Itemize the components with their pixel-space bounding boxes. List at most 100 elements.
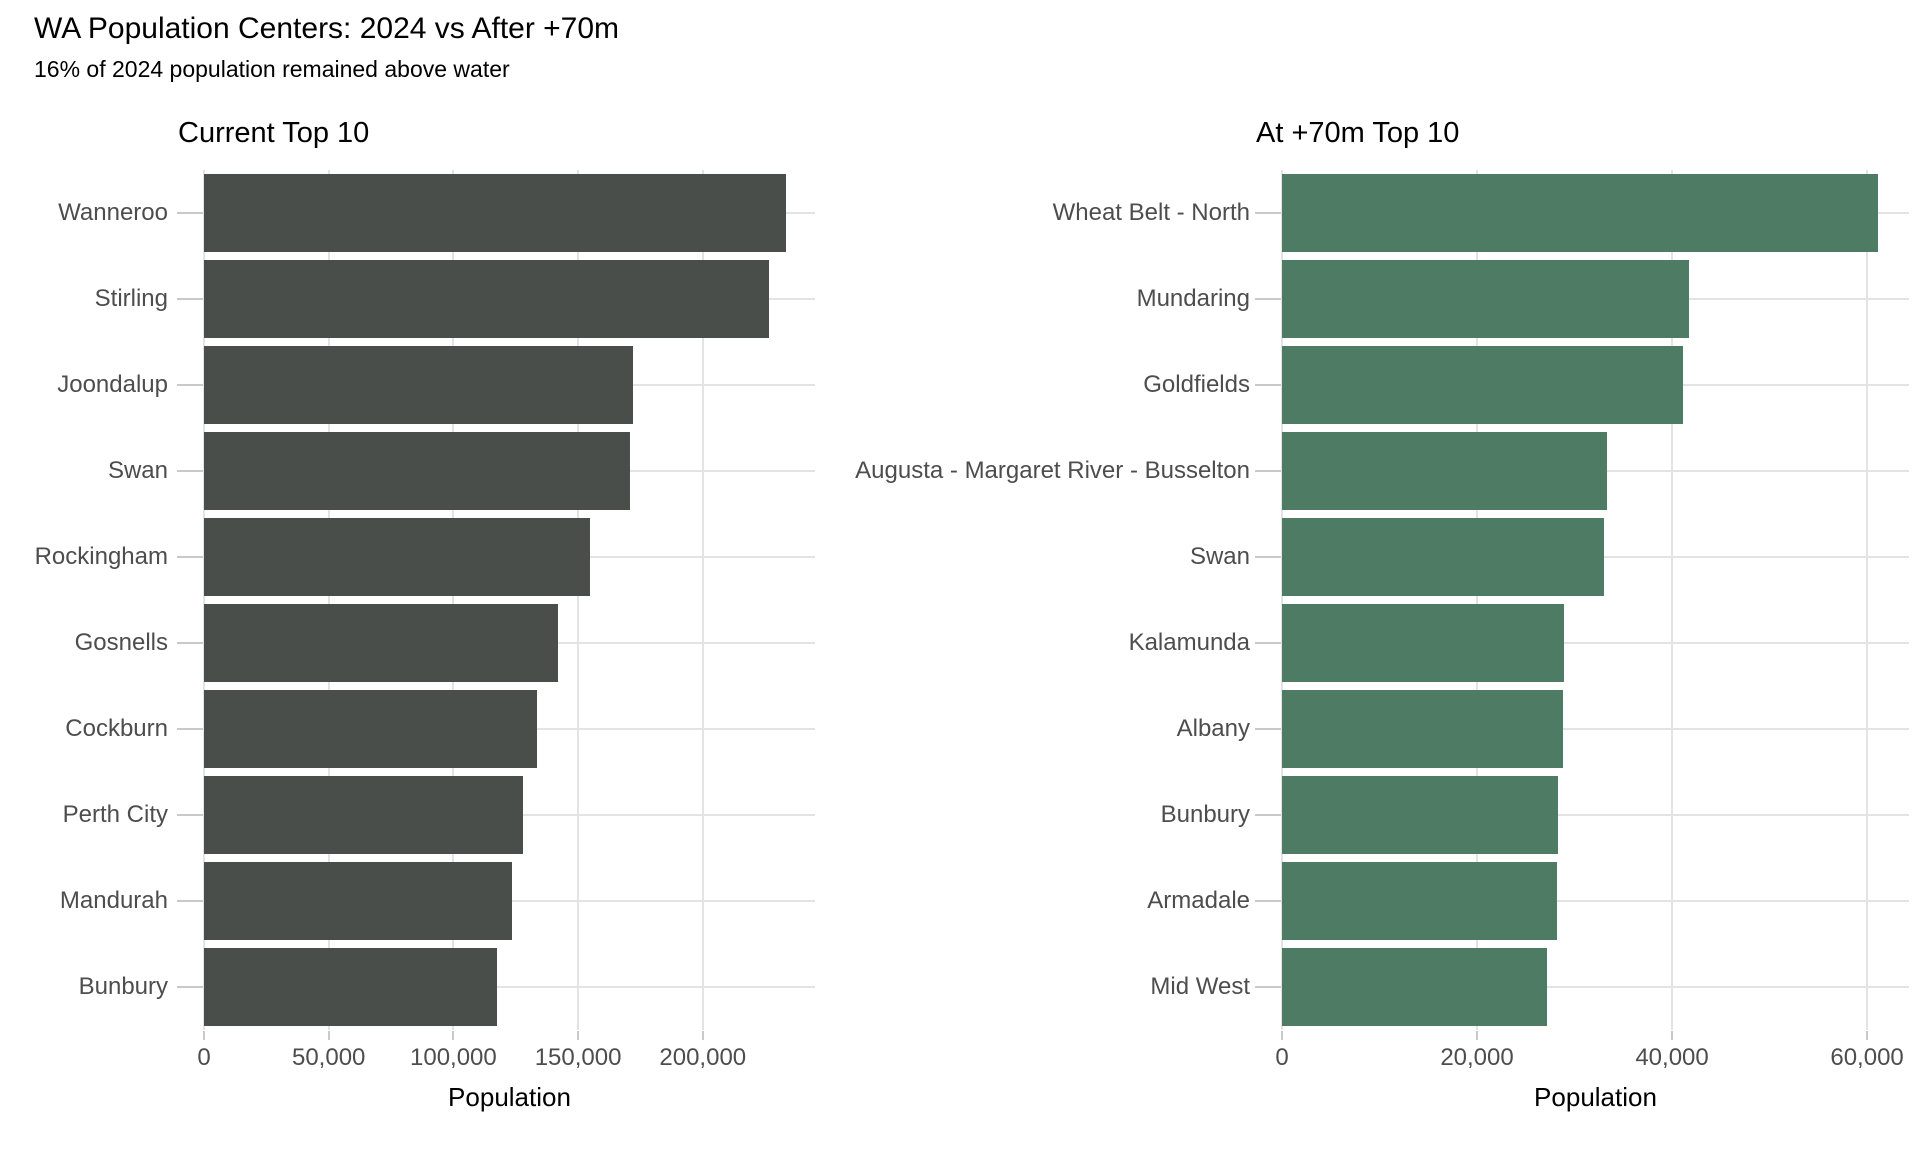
x-axis-ticks-current: [203, 1030, 815, 1040]
bar: [204, 690, 538, 768]
x-tick-label: 0: [197, 1044, 211, 1071]
bar-row: Mid West: [852, 944, 1282, 1030]
x-tick-mark: [452, 1031, 455, 1040]
bar-row: Bunbury: [852, 772, 1282, 858]
bar: [1282, 174, 1878, 252]
row-gridline: [1282, 728, 1909, 730]
bar-row: Cockburn: [0, 686, 204, 772]
major-gridline: [327, 170, 330, 1030]
bar: [204, 862, 513, 940]
x-tick-label: 200,000: [659, 1044, 747, 1071]
major-gridline: [1476, 170, 1479, 1030]
category-label: Armadale: [1147, 887, 1250, 914]
x-tick-label: 50,000: [291, 1044, 366, 1071]
bar-row: Armadale: [852, 858, 1282, 944]
major-gridline: [577, 170, 580, 1030]
major-gridline: [701, 170, 704, 1030]
bar: [1282, 518, 1604, 596]
bar: [1282, 432, 1607, 510]
major-gridline: [1866, 170, 1869, 1030]
subplot-title-plus70m: At +70m Top 10: [1256, 117, 1460, 149]
y-tick-mark: [1250, 686, 1282, 772]
category-label: Albany: [1176, 715, 1250, 742]
plot-panel-plus70m: [1281, 170, 1909, 1030]
x-axis-labels-current: 0 50,000 100,000 150,000 200,000: [197, 1044, 815, 1076]
x-tick-mark: [203, 1031, 205, 1040]
y-tick-mark: [168, 858, 204, 944]
bar-row: Mundaring: [852, 256, 1282, 342]
bar: [204, 174, 786, 252]
major-gridline: [452, 170, 455, 1030]
x-axis-title-current: Population: [448, 1082, 571, 1112]
category-label: Mundaring: [1136, 285, 1250, 312]
bar-row: Kalamunda: [852, 600, 1282, 686]
bar-row: Swan: [0, 428, 204, 514]
row-gridline: [204, 986, 815, 988]
x-tick-mark: [1866, 1031, 1869, 1040]
charts-row: Current Top 10 Wanneroo Stirling Joondalup…: [0, 100, 1920, 1152]
bar-row: Wanneroo: [0, 170, 204, 256]
bar: [1282, 260, 1689, 338]
category-label: Cockburn: [65, 715, 168, 742]
y-tick-mark: [168, 514, 204, 600]
bar: [204, 432, 631, 510]
bar: [1282, 604, 1564, 682]
bar-row: Joondalup: [0, 342, 204, 428]
category-label: Bunbury: [1160, 801, 1250, 828]
subplot-title-current: Current Top 10: [178, 117, 370, 149]
x-axis-ticks-plus70m: [1281, 1030, 1909, 1040]
x-tick-label: 20,000: [1440, 1044, 1514, 1071]
bar-row: Swan: [852, 514, 1282, 600]
major-gridline: [203, 170, 205, 1030]
y-tick-mark: [168, 428, 204, 514]
bar: [204, 518, 591, 596]
bar: [1282, 948, 1548, 1026]
x-tick-label: 40,000: [1635, 1044, 1709, 1071]
category-label: Swan: [1189, 543, 1250, 570]
x-tick-mark: [327, 1031, 330, 1040]
page-subtitle: 16% of 2024 population remained above wa…: [34, 56, 510, 82]
y-tick-mark: [1250, 428, 1282, 514]
bar-row: Albany: [852, 686, 1282, 772]
bar: [204, 776, 523, 854]
x-axis-labels-plus70m: 0 20,000 40,000 60,000: [1275, 1044, 1909, 1076]
bar: [1282, 862, 1557, 940]
plot-panel-current: [203, 170, 815, 1030]
category-label: Bunbury: [78, 973, 168, 1000]
y-tick-mark: [1250, 514, 1282, 600]
bar: [1282, 346, 1683, 424]
y-tick-mark: [1250, 256, 1282, 342]
y-tick-mark: [1250, 772, 1282, 858]
category-label: Mid West: [1150, 973, 1250, 1000]
category-label: Wheat Belt - North: [1052, 199, 1250, 226]
bar-row: Goldfields: [852, 342, 1282, 428]
bar-row: Rockingham: [0, 514, 204, 600]
subplot-current-top10: Current Top 10 Wanneroo Stirling Joondalup…: [0, 100, 852, 1152]
x-tick-label: 150,000: [534, 1044, 622, 1071]
y-tick-mark: [168, 944, 204, 1030]
y-tick-mark: [168, 342, 204, 428]
y-tick-mark: [1250, 600, 1282, 686]
x-tick-mark: [1671, 1031, 1674, 1040]
y-tick-mark: [168, 686, 204, 772]
bar-row: Wheat Belt - North: [852, 170, 1282, 256]
x-tick-label: 60,000: [1830, 1044, 1904, 1071]
x-tick-mark: [1476, 1031, 1479, 1040]
category-axis-current: Wanneroo Stirling Joondalup Swan Rockingham G…: [0, 170, 204, 1030]
category-label: Goldfields: [1143, 371, 1250, 398]
y-tick-mark: [168, 170, 204, 256]
page-title: WA Population Centers: 2024 vs After +70…: [34, 12, 620, 45]
bar: [204, 346, 634, 424]
y-tick-mark: [168, 256, 204, 342]
category-label: Perth City: [62, 801, 168, 828]
category-label: Mandurah: [59, 887, 168, 914]
category-label: Augusta - Margaret River - Busselton: [855, 457, 1250, 484]
row-gridline: [1282, 814, 1909, 816]
x-tick-mark: [1281, 1031, 1283, 1040]
category-label: Rockingham: [34, 543, 168, 570]
bar: [204, 260, 770, 338]
category-label: Joondalup: [57, 371, 168, 398]
bar: [1282, 776, 1558, 854]
bar: [1282, 690, 1563, 768]
x-tick-mark: [577, 1031, 580, 1040]
